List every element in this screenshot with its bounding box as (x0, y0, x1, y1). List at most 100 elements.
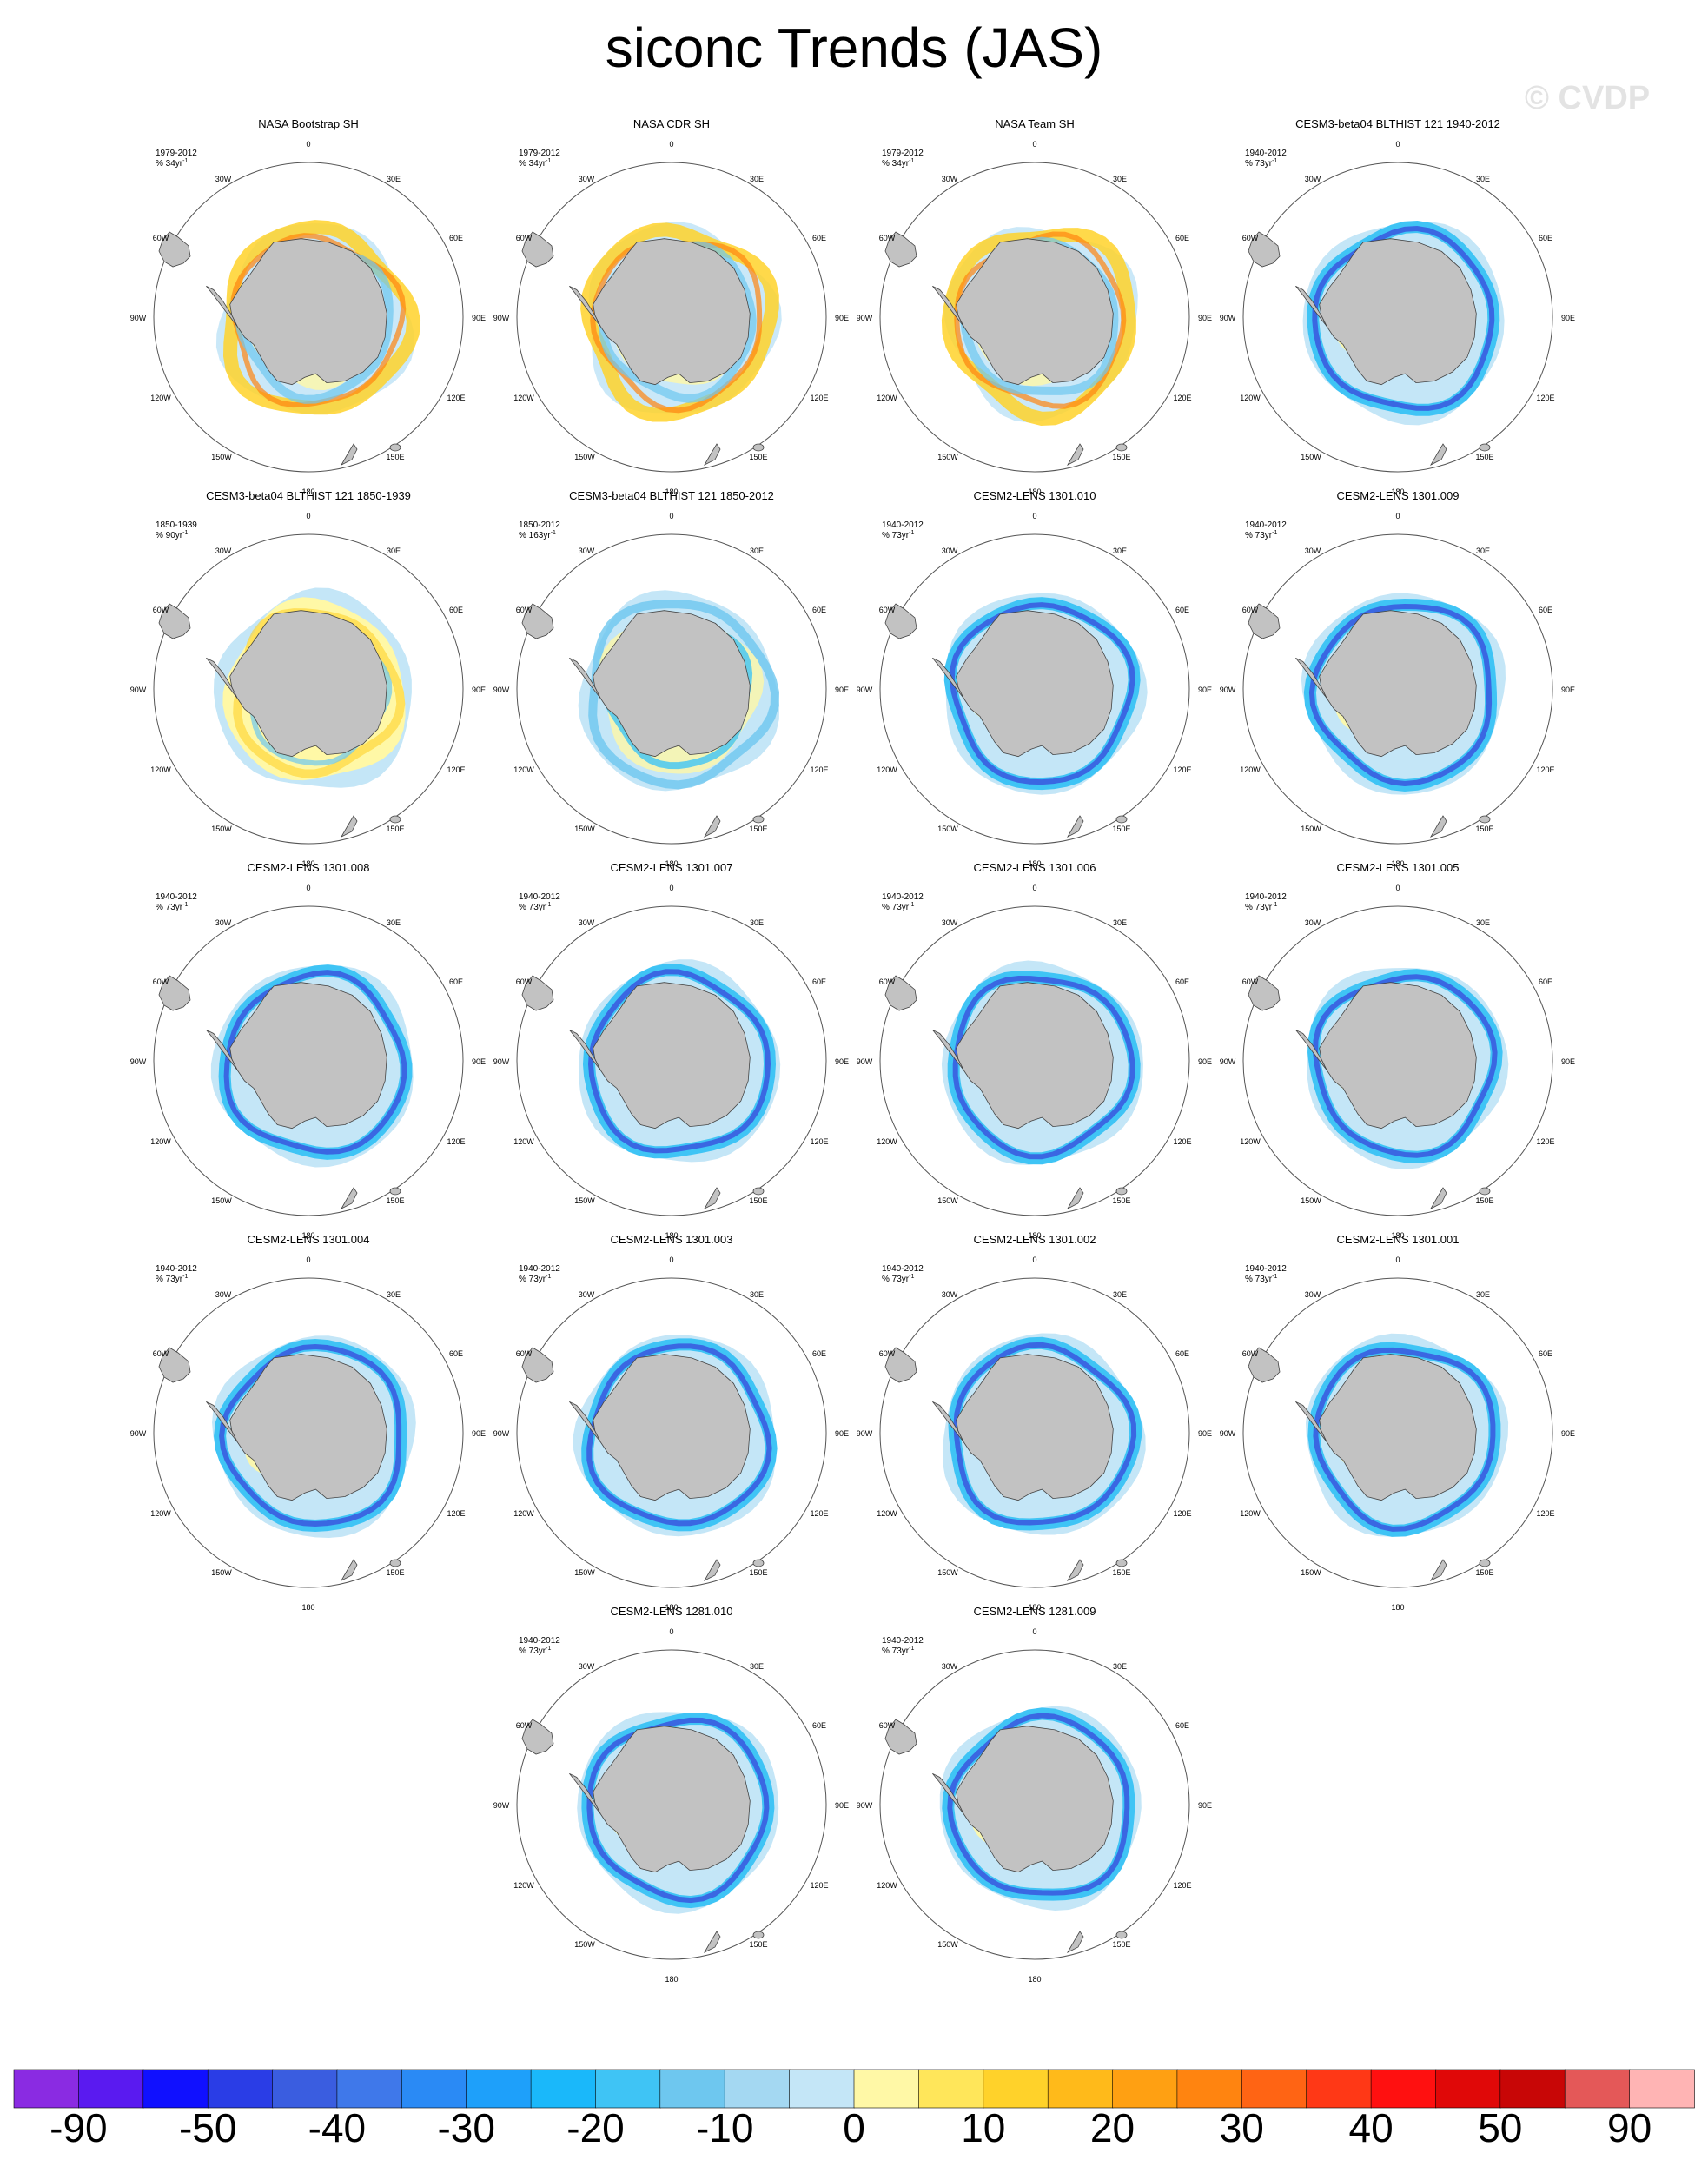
lon-label: 120E (1173, 394, 1191, 402)
lon-label: 0 (306, 1255, 310, 1264)
lon-label: 150W (211, 1196, 232, 1205)
tasmania (1479, 1559, 1491, 1567)
antarctica-landmass (593, 238, 751, 386)
map-panel: CESM3-beta04 BLTHIST 121 1850-1939 1850-1… (130, 489, 486, 868)
lon-label: 120W (1240, 1509, 1261, 1518)
lon-label: 0 (1032, 1627, 1036, 1636)
lon-label: 120W (513, 765, 534, 774)
lon-label: 0 (1032, 884, 1036, 892)
lon-label: 180 (1391, 487, 1404, 496)
panel-units: % 73yr-1 (1245, 902, 1277, 912)
new-zealand (1429, 1559, 1447, 1581)
lon-label: 30E (1476, 547, 1490, 555)
panel-period: 1850-2012 (519, 520, 560, 530)
colorbar-swatch (789, 2069, 855, 2109)
lon-label: 60E (1175, 977, 1189, 986)
new-zealand (1066, 443, 1084, 466)
lon-label: 150W (574, 1940, 595, 1949)
colorbar-swatch (336, 2069, 403, 2109)
panel-title: CESM3-beta04 BLTHIST 121 1940-2012 (1295, 117, 1500, 130)
south-america-tip (884, 1719, 917, 1755)
lon-label: 120E (810, 1509, 828, 1518)
lon-label: 180 (1028, 487, 1041, 496)
lon-label: 60W (879, 977, 896, 986)
lon-label: 0 (1395, 140, 1400, 149)
tasmania (1115, 815, 1128, 824)
colorbar-swatch (918, 2069, 984, 2109)
lon-label: 90E (1561, 314, 1575, 322)
lon-label: 90E (472, 314, 486, 322)
panel-title: CESM2-LENS 1301.005 (1337, 861, 1460, 874)
lon-label: 120W (877, 765, 897, 774)
panel-period: 1940-2012 (1245, 520, 1287, 530)
map-panel: CESM2-LENS 1301.006 1940-2012% 73yr-1 0 30E… (857, 861, 1212, 1240)
lon-label: 150E (386, 1196, 404, 1205)
lon-label: 180 (1028, 1975, 1041, 1984)
lon-label: 120E (810, 765, 828, 774)
map-panel: CESM2-LENS 1301.005 1940-2012% 73yr-1 0 30E… (1220, 861, 1575, 1240)
colorbar-swatch (401, 2069, 467, 2109)
antarctica-landmass (229, 982, 387, 1130)
lon-label: 30E (1113, 1662, 1127, 1671)
colorbar-swatch (78, 2069, 144, 2109)
lon-label: 150E (1112, 825, 1130, 833)
lon-label: 0 (1032, 140, 1036, 149)
panel-title: CESM2-LENS 1281.009 (974, 1605, 1096, 1618)
lon-label: 120E (810, 394, 828, 402)
tasmania (1479, 815, 1491, 824)
panel-units: % 73yr-1 (1245, 530, 1277, 540)
panel-period: 1940-2012 (882, 520, 924, 530)
lon-label: 120W (1240, 1137, 1261, 1146)
colorbar-swatch (1112, 2069, 1178, 2109)
lon-label: 60E (812, 606, 826, 614)
lon-label: 0 (306, 140, 310, 149)
lon-label: 90W (493, 1801, 510, 1810)
lon-label: 150E (1475, 453, 1493, 461)
panel-units: % 73yr-1 (1245, 158, 1277, 169)
lon-label: 90E (472, 686, 486, 694)
new-zealand (703, 1931, 721, 1953)
map-panel: CESM2-LENS 1301.007 1940-2012% 73yr-1 0 30E… (493, 861, 849, 1240)
new-zealand (1429, 815, 1447, 838)
new-zealand (1066, 1559, 1084, 1581)
tasmania (1479, 443, 1491, 452)
tasmania (1115, 1931, 1128, 1939)
panel-units: % 73yr-1 (519, 902, 551, 912)
lon-label: 90E (835, 1057, 849, 1066)
panel-period: 1940-2012 (1245, 892, 1287, 902)
new-zealand (1066, 1187, 1084, 1209)
lon-label: 30E (387, 1290, 401, 1299)
lon-label: 120E (1173, 1509, 1191, 1518)
lon-label: 0 (669, 1255, 673, 1264)
lon-label: 150W (574, 825, 595, 833)
south-america-tip (884, 603, 917, 639)
lon-label: 60W (1242, 1349, 1259, 1358)
map-panel: CESM2-LENS 1281.010 1940-2012% 73yr-1 0 30E… (493, 1605, 849, 1984)
lon-label: 90W (857, 1801, 873, 1810)
new-zealand (340, 1187, 358, 1209)
lon-label: 180 (301, 487, 314, 496)
lon-label: 60W (516, 977, 533, 986)
panel-title: CESM2-LENS 1301.001 (1337, 1233, 1460, 1246)
lon-label: 0 (1395, 1255, 1400, 1264)
lon-label: 120E (447, 1509, 465, 1518)
panel-period: 1940-2012 (156, 892, 197, 902)
lon-label: 60W (153, 606, 169, 614)
lon-label: 60E (449, 977, 463, 986)
south-america-tip (1248, 975, 1281, 1011)
new-zealand (703, 443, 721, 466)
lon-label: 180 (1391, 1231, 1404, 1240)
antarctic-peninsula (206, 657, 238, 699)
antarctica-landmass (956, 982, 1114, 1130)
antarctica-landmass (956, 238, 1114, 386)
south-america-tip (1248, 603, 1281, 639)
lon-label: 180 (1028, 859, 1041, 868)
lon-label: 0 (669, 1627, 673, 1636)
lon-label: 120E (1173, 765, 1191, 774)
lon-label: 30E (1113, 547, 1127, 555)
lon-label: 120W (877, 1137, 897, 1146)
south-america-tip (521, 975, 554, 1011)
lon-label: 90E (835, 1429, 849, 1438)
tasmania (752, 1559, 765, 1567)
